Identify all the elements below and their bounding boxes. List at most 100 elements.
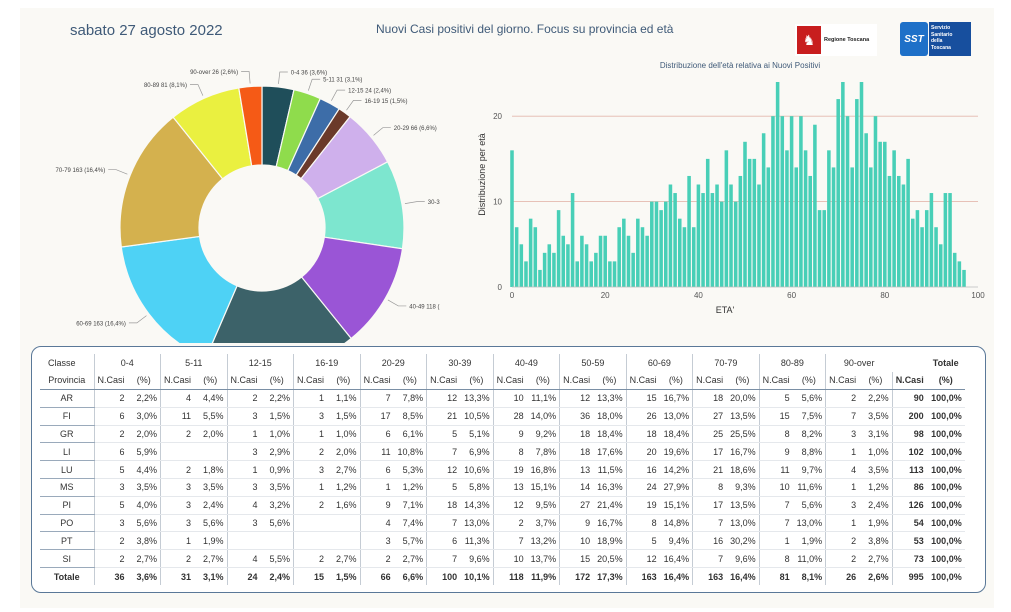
total-count-cell: 102 bbox=[891, 442, 927, 462]
count-cell: 36 bbox=[559, 407, 594, 426]
histogram-bar bbox=[533, 227, 538, 287]
table-row: SI 2 2,7% 2 2,7% 4 5,5% 2 2,7% 2 2,7% 7 9,6% 10 13,7% 1… bbox=[40, 549, 965, 569]
count-cell: 1 bbox=[160, 531, 195, 551]
percent-cell: 5,5% bbox=[194, 407, 228, 426]
percent-cell: 13,3% bbox=[593, 389, 627, 408]
histogram-bar bbox=[566, 244, 570, 287]
count-cell: 5 bbox=[426, 425, 461, 444]
histogram-bar bbox=[948, 193, 952, 287]
count-header: N.Casi bbox=[93, 371, 128, 391]
table-group-header: Classe 0-4 5-11 12-15 16-19 20-29 30-39 40-49 50… bbox=[40, 354, 965, 372]
percent-cell: 2,7% bbox=[127, 549, 161, 569]
percent-header: (%) bbox=[859, 371, 893, 391]
percent-cell: 9,5% bbox=[526, 496, 560, 515]
count-cell: 2 bbox=[93, 549, 128, 569]
total-percent-cell: 100,0% bbox=[926, 389, 965, 408]
percent-header: (%) bbox=[393, 371, 427, 391]
count-cell: 4 bbox=[226, 549, 261, 569]
report-date: sabato 27 agosto 2022 bbox=[70, 22, 223, 39]
histogram-bar bbox=[943, 193, 948, 287]
count-cell: 2 bbox=[160, 460, 195, 480]
province-cell: LI bbox=[40, 442, 94, 462]
total-count-cell: 172 bbox=[559, 567, 594, 586]
histogram-bar bbox=[887, 175, 892, 287]
table-sub-header: Provincia N.Casi (%) N.Casi (%) N.Casi (%) N.Ca… bbox=[40, 371, 965, 391]
histogram-bar bbox=[594, 252, 598, 287]
province-cell: SI bbox=[40, 549, 94, 569]
total-percent-cell: 100,0% bbox=[926, 496, 965, 515]
total-count-cell: 100 bbox=[426, 567, 461, 586]
percent-cell: 5,6% bbox=[260, 514, 294, 533]
percent-cell: 16,7% bbox=[659, 389, 693, 408]
percent-cell: 1,5% bbox=[327, 407, 361, 426]
percent-cell: 11,3% bbox=[460, 531, 494, 551]
percent-cell: 2,0% bbox=[327, 442, 361, 462]
total-group-header: Totale bbox=[932, 357, 959, 368]
percent-cell: 16,8% bbox=[526, 460, 560, 480]
histogram-xtick: 60 bbox=[787, 291, 796, 300]
percent-cell: 3,8% bbox=[127, 531, 161, 551]
percent-cell: 13,3% bbox=[460, 389, 494, 408]
percent-cell: 1,2% bbox=[393, 478, 427, 497]
histogram-bar bbox=[668, 184, 673, 287]
percent-cell: 21,4% bbox=[593, 496, 627, 515]
percent-cell: 1,5% bbox=[260, 407, 294, 426]
histogram-bar bbox=[654, 201, 659, 287]
count-cell: 3 bbox=[226, 407, 261, 426]
percent-cell: 14,2% bbox=[659, 460, 693, 480]
histogram-bar bbox=[910, 218, 915, 287]
count-cell: 2 bbox=[160, 549, 195, 569]
count-cell: 7 bbox=[426, 442, 461, 462]
percent-cell: 6,9% bbox=[460, 442, 494, 462]
count-cell: 4 bbox=[825, 460, 860, 480]
table-row: LU 5 4,4% 2 1,8% 1 0,9% 3 2,7% 6 5,3% 12 10,6% 19 16,8… bbox=[40, 460, 965, 480]
donut-label-40-49: 40-49 118 (11,9%) bbox=[409, 304, 440, 310]
total-percent-cell: 10,1% bbox=[460, 567, 494, 586]
histogram-bar bbox=[878, 141, 882, 287]
count-cell: 18 bbox=[692, 389, 727, 408]
total-percent-cell: 100,0% bbox=[926, 478, 965, 497]
count-cell: 3 bbox=[825, 496, 860, 515]
percent-cell: 1,2% bbox=[859, 478, 893, 497]
histogram-bar bbox=[794, 167, 799, 287]
age-group-header: 40-49 bbox=[492, 354, 560, 372]
count-cell: 6 bbox=[93, 442, 128, 462]
province-table-panel: Classe 0-4 5-11 12-15 16-19 20-29 30-39 40-49 50… bbox=[31, 346, 986, 593]
percent-cell: 10,8% bbox=[393, 442, 427, 462]
count-cell: 2 bbox=[93, 389, 128, 408]
percent-cell: 5,6% bbox=[792, 389, 826, 408]
province-cell: PO bbox=[40, 514, 94, 533]
histogram-bar bbox=[962, 269, 966, 287]
percent-cell: 5,5% bbox=[260, 549, 294, 569]
percent-cell: 14,8% bbox=[659, 514, 693, 533]
count-cell: 10 bbox=[492, 549, 527, 569]
histogram-bar bbox=[775, 82, 780, 287]
histogram-bar bbox=[869, 167, 873, 287]
histogram-bar bbox=[580, 235, 584, 287]
total-count-cell: 163 bbox=[625, 567, 660, 586]
count-cell: 11 bbox=[160, 407, 195, 426]
total-percent-cell: 100,0% bbox=[926, 549, 965, 569]
histogram-xtick: 80 bbox=[880, 291, 889, 300]
percent-cell: 3,0% bbox=[127, 407, 161, 426]
percent-cell: 5,8% bbox=[460, 478, 494, 497]
histogram-bar bbox=[598, 235, 603, 287]
count-cell: 3 bbox=[359, 531, 394, 551]
percent-cell: 13,0% bbox=[726, 514, 760, 533]
total-percent-header: (%) bbox=[926, 371, 965, 391]
histogram-bar bbox=[901, 184, 906, 287]
donut-label-60-69: 60-69 163 (16,4%) bbox=[76, 321, 126, 327]
count-cell: 9 bbox=[492, 425, 527, 444]
percent-cell: 18,4% bbox=[593, 425, 627, 444]
regione-toscana-text: Regione Toscana bbox=[824, 37, 870, 43]
percent-cell: 1,1% bbox=[327, 389, 361, 408]
table-row: PI 5 4,0% 3 2,4% 4 3,2% 2 1,6% 9 7,1% 18 14,3% 12 9,5%… bbox=[40, 496, 965, 515]
count-cell: 9 bbox=[758, 442, 793, 462]
histogram-ytick: 0 bbox=[498, 283, 503, 292]
percent-cell: 7,5% bbox=[792, 407, 826, 426]
percent-cell: 1,9% bbox=[792, 531, 826, 551]
age-group-header: 0-4 bbox=[93, 354, 161, 372]
count-cell: 17 bbox=[692, 442, 727, 462]
histogram-xtick: 20 bbox=[601, 291, 610, 300]
percent-cell: 1,6% bbox=[327, 496, 361, 515]
